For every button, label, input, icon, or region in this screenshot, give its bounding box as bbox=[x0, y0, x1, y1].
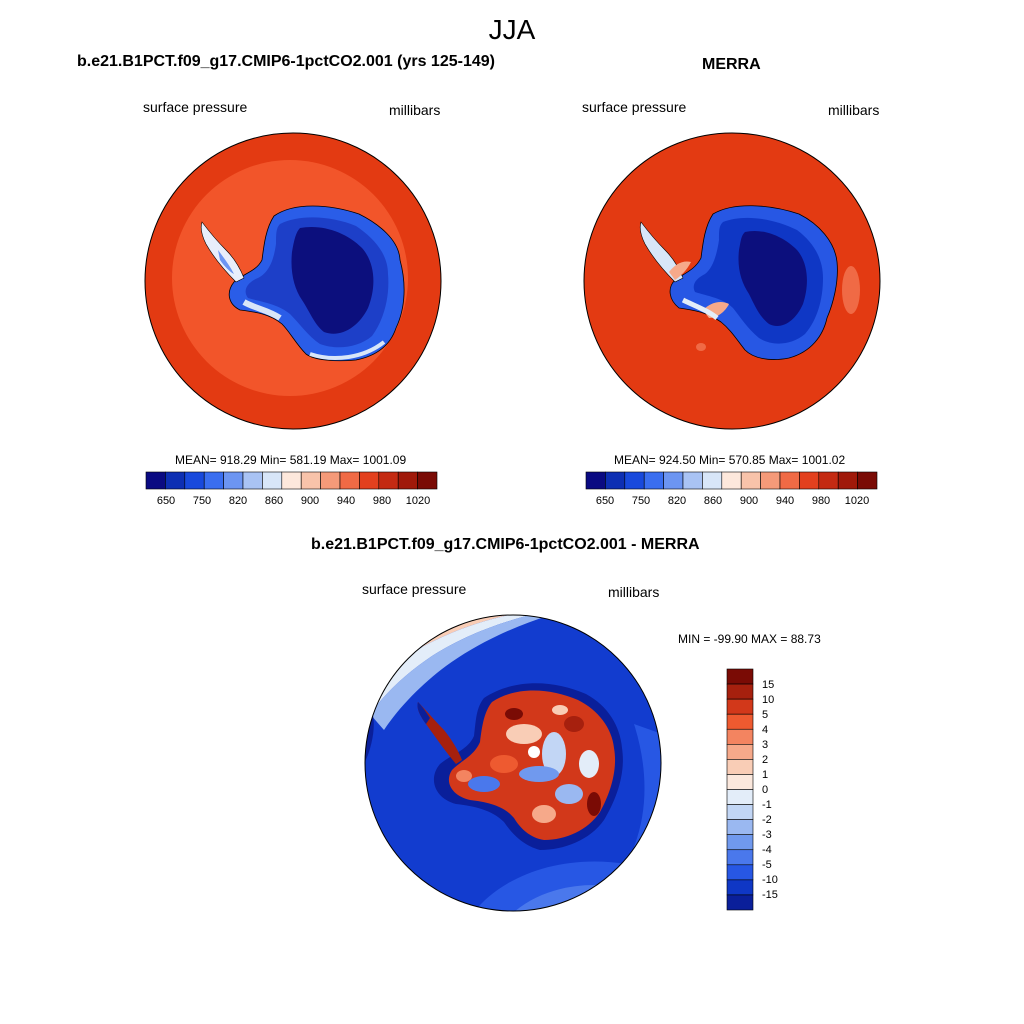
colorbar-swatch bbox=[726, 894, 754, 911]
colorbar-swatch bbox=[726, 713, 754, 730]
model-colorbar-tick: 650 bbox=[156, 495, 176, 507]
colorbar-swatch bbox=[605, 471, 626, 490]
diff-colorbar-tick: 1 bbox=[762, 769, 769, 781]
diff-colorbar-tick: 2 bbox=[762, 754, 769, 766]
colorbar-swatch bbox=[663, 471, 684, 490]
colorbar-swatch bbox=[837, 471, 858, 490]
figure-title: JJA bbox=[488, 14, 536, 45]
model-peninsula bbox=[200, 221, 245, 283]
colorbar-swatch bbox=[320, 471, 341, 490]
colorbar-swatch bbox=[203, 471, 224, 490]
diff-colorbar bbox=[726, 668, 754, 911]
model-colorbar-tick: 860 bbox=[264, 495, 284, 507]
diff-colorbar-tick: -5 bbox=[762, 859, 772, 871]
obs-stats: MEAN= 924.50 Min= 570.85 Max= 1001.02 bbox=[614, 453, 846, 467]
colorbar-swatch bbox=[262, 471, 283, 490]
colorbar-swatch bbox=[726, 819, 754, 835]
colorbar-swatch bbox=[184, 471, 205, 490]
model-colorbar-tick: 820 bbox=[228, 495, 248, 507]
colorbar-swatch bbox=[726, 698, 754, 715]
model-colorbar-tick: 750 bbox=[192, 495, 212, 507]
colorbar-swatch bbox=[397, 471, 418, 490]
model-colorbar bbox=[145, 471, 438, 490]
obs-colorbar-tick: 940 bbox=[775, 495, 795, 507]
model-variable-label: surface pressure bbox=[143, 99, 248, 115]
model-colorbar-tick: 980 bbox=[372, 495, 392, 507]
colorbar-swatch bbox=[702, 471, 723, 490]
obs-colorbar-tick: 860 bbox=[703, 495, 723, 507]
colorbar-swatch bbox=[242, 471, 263, 490]
colorbar-swatch bbox=[726, 744, 754, 760]
diff-colorbar-tick: 15 bbox=[762, 679, 775, 691]
obs-colorbar-tick: 820 bbox=[667, 495, 687, 507]
diff-colorbar-tick: -4 bbox=[762, 844, 772, 856]
colorbar-swatch bbox=[721, 471, 742, 490]
diff-colorbar-tick: 3 bbox=[762, 739, 769, 751]
diff-colorbar-tick: 10 bbox=[762, 694, 775, 706]
obs-colorbar-tick: 650 bbox=[595, 495, 615, 507]
colorbar-swatch bbox=[726, 683, 754, 700]
model-colorbar-tick: 900 bbox=[300, 495, 320, 507]
colorbar-swatch bbox=[165, 471, 186, 490]
model-units-label: millibars bbox=[389, 102, 441, 118]
diff-colorbar-tick: 4 bbox=[762, 724, 769, 736]
obs-polar-map bbox=[583, 132, 881, 430]
colorbar-swatch bbox=[624, 471, 645, 490]
colorbar-swatch bbox=[726, 864, 754, 881]
obs-variable-label: surface pressure bbox=[582, 99, 687, 115]
colorbar-swatch bbox=[300, 471, 321, 490]
diff-stats: MIN = -99.90 MAX = 88.73 bbox=[678, 632, 821, 646]
obs-colorbar-tick: 900 bbox=[739, 495, 759, 507]
colorbar-swatch bbox=[223, 471, 244, 490]
colorbar-swatch bbox=[760, 471, 781, 490]
colorbar-swatch bbox=[740, 471, 761, 490]
colorbar-swatch bbox=[726, 849, 754, 866]
colorbar-swatch bbox=[417, 471, 438, 490]
model-stats: MEAN= 918.29 Min= 581.19 Max= 1001.09 bbox=[175, 453, 407, 467]
colorbar-swatch bbox=[726, 668, 754, 685]
colorbar-swatch bbox=[339, 471, 360, 490]
model-colorbar-tick: 1020 bbox=[405, 495, 431, 507]
obs-colorbar-tick: 1020 bbox=[844, 495, 870, 507]
colorbar-swatch bbox=[585, 471, 606, 490]
model-colorbar-tick: 940 bbox=[336, 495, 356, 507]
colorbar-swatch bbox=[643, 471, 664, 490]
colorbar-swatch bbox=[726, 789, 754, 805]
colorbar-swatch bbox=[378, 471, 399, 490]
obs-colorbar-tick: 980 bbox=[811, 495, 831, 507]
colorbar-swatch bbox=[857, 471, 878, 490]
colorbar-swatch bbox=[145, 471, 166, 490]
diff-polar-map bbox=[364, 614, 662, 912]
colorbar-swatch bbox=[281, 471, 302, 490]
colorbar-swatch bbox=[726, 728, 754, 745]
colorbar-swatch bbox=[726, 879, 754, 896]
colorbar-swatch bbox=[818, 471, 839, 490]
diff-colorbar-tick: -3 bbox=[762, 829, 772, 841]
colorbar-swatch bbox=[359, 471, 380, 490]
obs-units-label: millibars bbox=[828, 102, 880, 118]
colorbar-swatch bbox=[726, 834, 754, 851]
diff-panel-title: b.e21.B1PCT.f09_g17.CMIP6-1pctCO2.001 - … bbox=[311, 536, 700, 553]
model-polar-map bbox=[144, 132, 442, 430]
diff-colorbar-tick: -2 bbox=[762, 814, 772, 826]
diff-units-label: millibars bbox=[608, 584, 660, 600]
colorbar-swatch bbox=[726, 804, 754, 820]
colorbar-swatch bbox=[779, 471, 800, 490]
diff-colorbar-tick: 5 bbox=[762, 709, 769, 721]
diff-continent-blobs bbox=[456, 705, 601, 823]
colorbar-swatch bbox=[799, 471, 820, 490]
diff-colorbar-tick: -10 bbox=[762, 874, 778, 886]
obs-colorbar bbox=[585, 471, 878, 490]
colorbar-swatch bbox=[682, 471, 703, 490]
colorbar-swatch bbox=[726, 759, 754, 775]
colorbar-swatch bbox=[726, 774, 754, 790]
obs-panel-title: MERRA bbox=[702, 56, 761, 73]
diff-colorbar-tick: 0 bbox=[762, 784, 769, 796]
model-panel-title: b.e21.B1PCT.f09_g17.CMIP6-1pctCO2.001 (y… bbox=[77, 53, 495, 70]
diff-colorbar-tick: -1 bbox=[762, 799, 772, 811]
diff-colorbar-tick: -15 bbox=[762, 889, 778, 901]
diff-variable-label: surface pressure bbox=[362, 581, 467, 597]
obs-colorbar-tick: 750 bbox=[631, 495, 651, 507]
obs-peninsula bbox=[639, 221, 684, 283]
